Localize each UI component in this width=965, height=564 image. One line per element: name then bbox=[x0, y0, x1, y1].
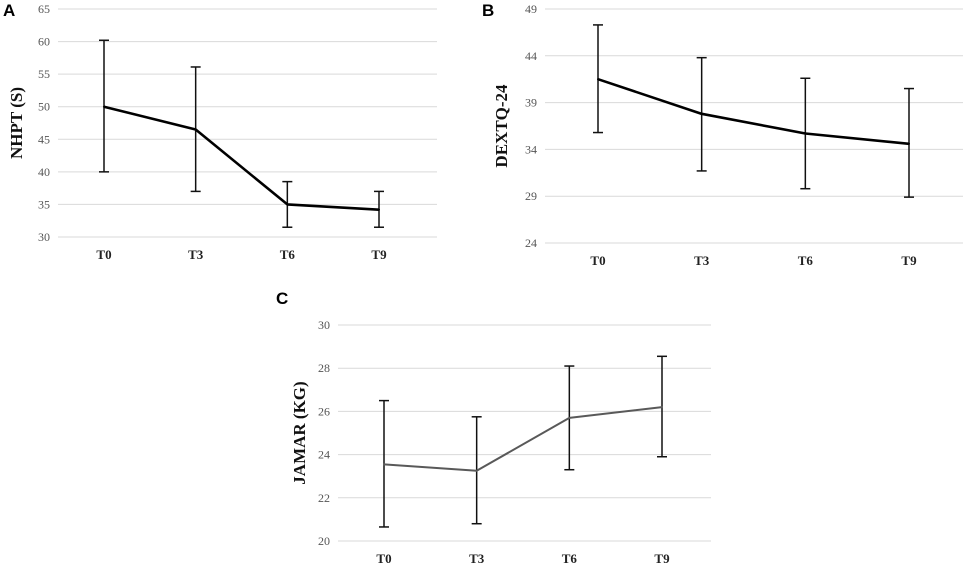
x-tick-label: T6 bbox=[798, 253, 814, 268]
data-point bbox=[475, 469, 478, 472]
data-point bbox=[378, 208, 380, 211]
panel-c: C 20 22 24 26 28 30 JAMAR (KG) T0 T3 T6 T9 bbox=[276, 289, 711, 564]
x-tick-label: T3 bbox=[188, 247, 204, 262]
y-tick-label: 39 bbox=[525, 96, 537, 110]
y-tick-label: 29 bbox=[525, 189, 537, 203]
series-line bbox=[383, 406, 663, 472]
panel-b: B 24 29 34 39 44 49 DEXTQ-24 T0 T3 T6 T9 bbox=[482, 1, 963, 268]
data-point bbox=[597, 78, 599, 81]
data-point bbox=[103, 105, 105, 108]
y-tick-label: 20 bbox=[318, 534, 330, 548]
y-tick-label: 35 bbox=[38, 197, 50, 211]
x-tick-label: T0 bbox=[376, 551, 391, 564]
y-tick-label: 30 bbox=[38, 230, 50, 244]
y-tick-label: 45 bbox=[38, 132, 50, 146]
y-tick-label: 55 bbox=[38, 67, 50, 81]
x-tick-label: T9 bbox=[901, 253, 917, 268]
y-tick-label: 50 bbox=[38, 100, 50, 114]
panel-letter: B bbox=[482, 1, 494, 20]
data-point bbox=[908, 142, 910, 145]
y-tick-label: 28 bbox=[318, 361, 330, 375]
y-tick-label: 44 bbox=[525, 49, 537, 63]
data-point bbox=[568, 416, 571, 419]
y-tick-label: 65 bbox=[38, 2, 50, 16]
y-tick-label: 24 bbox=[318, 448, 330, 462]
series-line bbox=[597, 77, 910, 146]
panel-letter: A bbox=[3, 1, 15, 20]
series-line bbox=[103, 105, 380, 211]
y-tick-label: 49 bbox=[525, 2, 537, 16]
y-tick-label: 26 bbox=[318, 404, 330, 418]
y-tick-label: 60 bbox=[38, 35, 50, 49]
x-tick-label: T3 bbox=[469, 551, 485, 564]
y-tick-label: 34 bbox=[525, 142, 537, 156]
y-tick-label: 24 bbox=[525, 236, 537, 250]
x-tick-label: T6 bbox=[280, 247, 296, 262]
y-axis-label: DEXTQ-24 bbox=[492, 84, 511, 168]
x-tick-label: T6 bbox=[562, 551, 578, 564]
panel-a: A 30 35 40 45 50 55 60 65 NHPT (S) T0 T3 T6 T9 bbox=[3, 1, 437, 262]
y-tick-label: 40 bbox=[38, 165, 50, 179]
data-point bbox=[194, 128, 197, 131]
panel-letter: C bbox=[276, 289, 288, 308]
x-tick-label: T0 bbox=[590, 253, 605, 268]
data-point bbox=[661, 406, 663, 409]
x-tick-label: T3 bbox=[694, 253, 710, 268]
data-point bbox=[383, 463, 385, 466]
y-tick-label: 30 bbox=[318, 318, 330, 332]
y-axis-label: JAMAR (KG) bbox=[290, 381, 309, 484]
x-tick-label: T9 bbox=[654, 551, 670, 564]
x-tick-label: T0 bbox=[96, 247, 111, 262]
data-point bbox=[286, 203, 289, 206]
y-tick-label: 22 bbox=[318, 491, 330, 505]
y-axis-label: NHPT (S) bbox=[7, 87, 26, 159]
x-tick-label: T9 bbox=[371, 247, 387, 262]
data-point bbox=[700, 112, 703, 115]
data-point bbox=[804, 132, 807, 135]
